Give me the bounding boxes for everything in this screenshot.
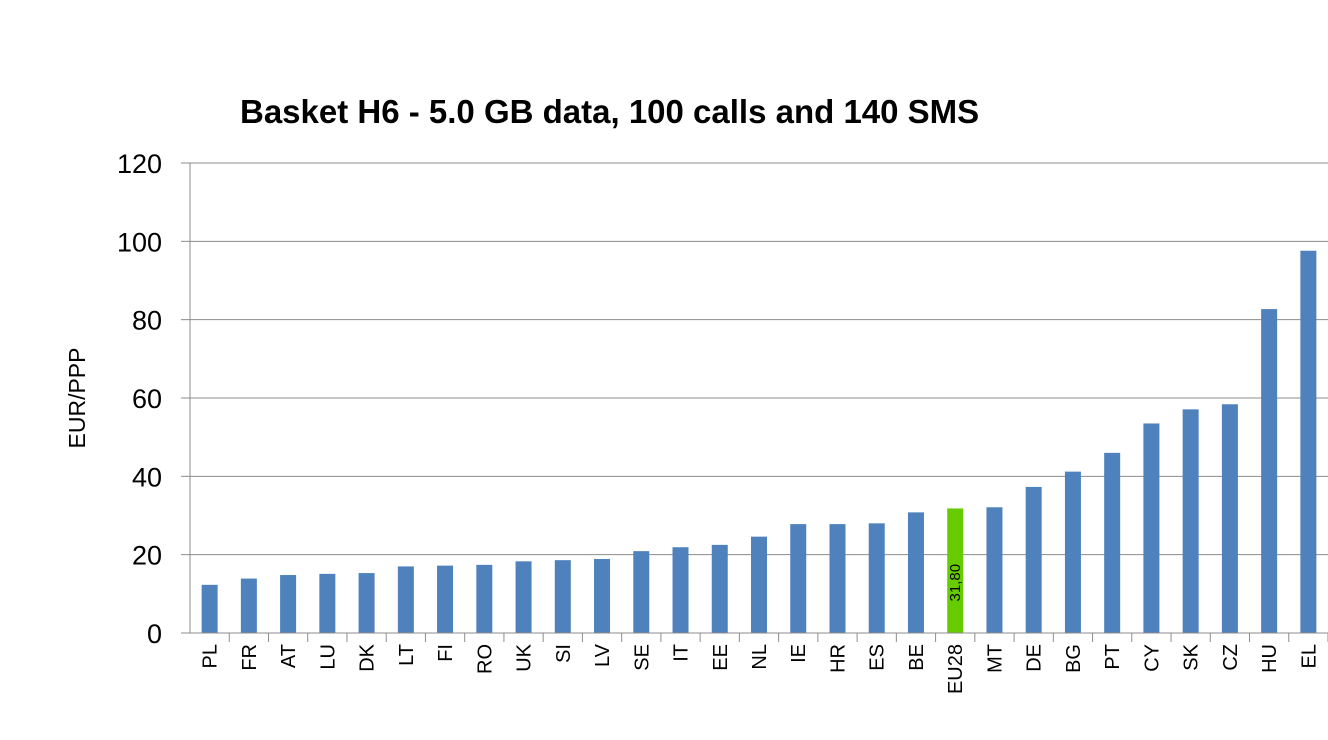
x-tick-label: DK	[357, 643, 379, 671]
bar-highlight	[947, 508, 964, 633]
bar	[751, 536, 767, 633]
x-tick-label: UK	[514, 643, 536, 671]
bar	[711, 544, 728, 633]
bars: 31,80	[201, 250, 1317, 633]
x-tick-label: PL	[200, 644, 222, 668]
x-tick-label: SE	[631, 644, 653, 671]
bar	[986, 507, 1003, 633]
x-tick-label: ES	[867, 644, 889, 671]
bar	[633, 551, 650, 633]
x-tick-label: AT	[278, 644, 300, 668]
bar	[1221, 404, 1238, 633]
x-tick-label: EE	[710, 644, 732, 671]
bar	[868, 523, 885, 633]
x-tick-label: IT	[671, 644, 693, 662]
x-tick-label: PT	[1102, 644, 1124, 670]
x-tick-label: CZ	[1220, 644, 1242, 671]
x-tick-label: LT	[396, 644, 418, 666]
bar	[240, 578, 257, 633]
chart-title: Basket H6 - 5.0 GB data, 100 calls and 1…	[240, 93, 979, 130]
bar	[554, 560, 571, 633]
x-tick-label: EU28	[945, 644, 967, 694]
bar	[907, 512, 924, 633]
y-axis-ticks: 0 20 40 60 80 100 120	[117, 149, 190, 649]
x-tick-label: RO	[474, 644, 496, 674]
bar	[672, 547, 689, 633]
x-tick-label: EL	[1298, 644, 1320, 668]
x-tick-label: SI	[553, 644, 575, 663]
bar	[437, 565, 454, 633]
bar	[515, 561, 532, 633]
bar	[1104, 452, 1121, 633]
x-tick-label: HU	[1259, 644, 1281, 673]
x-tick-label: LV	[592, 643, 614, 667]
x-tick-label: SK	[1181, 643, 1203, 670]
bar	[790, 524, 807, 633]
bar	[594, 558, 611, 633]
bar	[1064, 471, 1081, 633]
y-tick-label: 100	[117, 227, 162, 257]
y-tick-label: 20	[132, 541, 162, 571]
x-tick-label: LU	[317, 644, 339, 670]
bar	[319, 573, 336, 633]
y-tick-label: 80	[132, 306, 162, 336]
bar	[1182, 409, 1199, 633]
bar	[1143, 423, 1160, 633]
bar	[1261, 309, 1278, 633]
data-label: 31,80	[947, 564, 964, 602]
x-tick-label: FI	[435, 644, 457, 662]
y-tick-label: 0	[147, 619, 162, 649]
x-tick-label: BG	[1063, 644, 1085, 673]
y-tick-label: 40	[132, 462, 162, 492]
gridlines	[190, 162, 1328, 556]
x-tick-label: CY	[1141, 644, 1163, 672]
bar	[280, 575, 297, 633]
y-axis-label: EUR/PPP	[64, 348, 90, 449]
bar	[829, 524, 846, 633]
bar	[358, 573, 375, 633]
bar	[397, 566, 414, 633]
x-tick-label: NL	[749, 644, 771, 670]
y-tick-label: 60	[132, 384, 162, 414]
bar	[476, 564, 493, 633]
y-tick-label: 120	[117, 149, 162, 179]
x-tick-label: BE	[906, 644, 928, 671]
x-tick-label: MT	[984, 644, 1006, 673]
x-axis-ticks: PL FR AT LU DK LT FI RO UK SI LV SE IT EE NL IE HR ES BE EU…	[200, 633, 1328, 694]
bar	[201, 584, 218, 633]
bar	[1300, 250, 1317, 633]
x-tick-label: IE	[788, 644, 810, 663]
x-tick-label: HR	[827, 644, 849, 673]
axes	[189, 163, 1328, 634]
x-tick-label: FR	[239, 644, 261, 671]
bar	[1025, 486, 1042, 633]
x-tick-label: DE	[1024, 644, 1046, 672]
